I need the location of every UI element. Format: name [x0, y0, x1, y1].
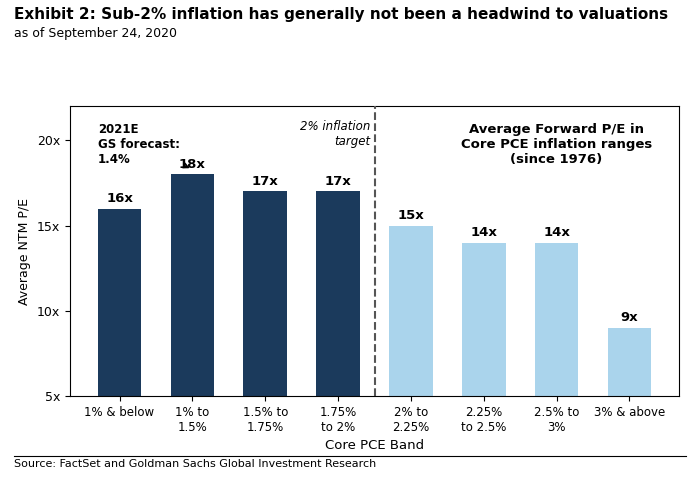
Bar — [171, 174, 214, 396]
Bar — [462, 242, 505, 396]
Y-axis label: Average NTM P/E: Average NTM P/E — [18, 198, 32, 305]
Text: Exhibit 2: Sub-2% inflation has generally not been a headwind to valuations: Exhibit 2: Sub-2% inflation has generall… — [14, 7, 668, 22]
Text: as of September 24, 2020: as of September 24, 2020 — [14, 27, 177, 40]
Text: 17x: 17x — [252, 175, 279, 188]
Text: 14x: 14x — [470, 226, 497, 239]
X-axis label: Core PCE Band: Core PCE Band — [325, 440, 424, 453]
Bar — [389, 226, 433, 396]
Text: 17x: 17x — [325, 175, 351, 188]
Text: Source: FactSet and Goldman Sachs Global Investment Research: Source: FactSet and Goldman Sachs Global… — [14, 459, 377, 469]
Bar — [244, 191, 287, 396]
Bar — [316, 191, 360, 396]
Text: 9x: 9x — [621, 312, 638, 325]
Text: 18x: 18x — [179, 158, 206, 171]
Text: 14x: 14x — [543, 226, 570, 239]
Text: 2021E
GS forecast:
1.4%: 2021E GS forecast: 1.4% — [98, 123, 188, 168]
Bar — [608, 328, 651, 396]
Text: 2% inflation
target: 2% inflation target — [300, 120, 371, 148]
Text: 16x: 16x — [106, 192, 133, 205]
Text: 15x: 15x — [398, 209, 424, 222]
Bar — [535, 242, 578, 396]
Bar — [98, 209, 141, 396]
Text: Average Forward P/E in
Core PCE inflation ranges
(since 1976): Average Forward P/E in Core PCE inflatio… — [461, 123, 652, 166]
